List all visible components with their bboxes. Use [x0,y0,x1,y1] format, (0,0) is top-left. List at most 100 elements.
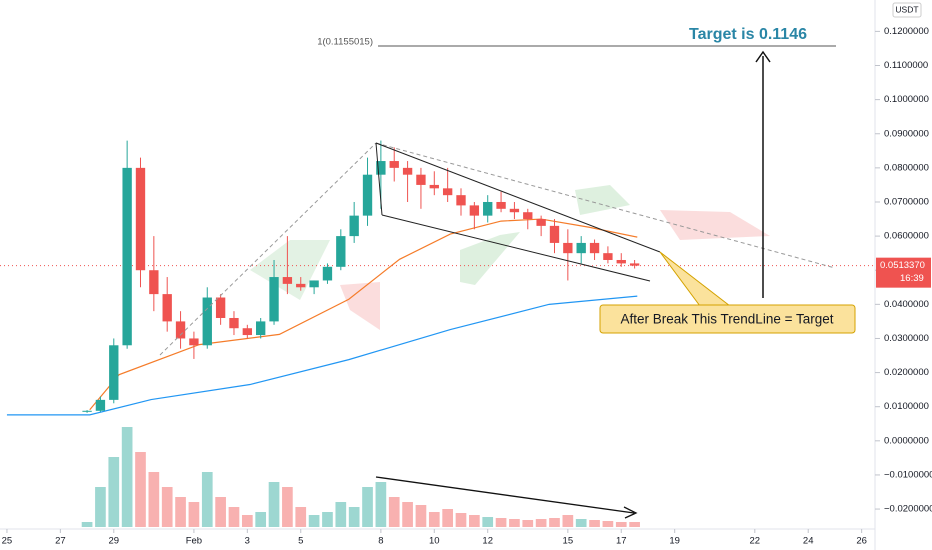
volume-bar [228,507,240,527]
y-tick-label: 0.1000000 [884,94,929,105]
volume-bar [148,472,160,527]
candle-body [149,270,159,295]
trend-line [159,142,377,356]
volume-bar [522,520,534,527]
candle-body [536,219,546,226]
volume-bar [241,515,253,527]
y-tick-label: 0.1100000 [884,60,928,71]
x-tick-label: 24 [803,536,814,547]
plot: 0.1200000 0.1100000 0.1000000 0.0900000 0.08… [0,26,932,547]
x-tick-label: 5 [298,536,303,547]
candle-body [402,167,413,175]
volume-bar [295,507,307,527]
candle-body [82,410,92,412]
candle-body [336,236,346,267]
cloud [660,210,770,240]
candle-body [189,338,199,346]
x-tick-label: 25 [2,536,13,547]
volume-bar [442,509,453,527]
volume-bar [589,520,600,527]
candle-body [242,328,253,336]
x-tick-label: 17 [616,536,627,547]
volume-bar [175,497,186,527]
candle-body [603,253,613,260]
volume-bar [455,513,467,527]
y-tick-label: −0.0100000 [884,469,932,480]
candle-body [456,195,466,206]
wedge-line [375,142,383,216]
x-tick-label: 3 [245,536,250,547]
ma-line [6,295,638,416]
volume-bar [188,502,200,527]
candle-body [309,280,319,288]
volume-bar [402,502,413,527]
x-tick-label: 10 [429,536,440,547]
candle-body [442,188,453,196]
volume-bar [615,522,627,527]
x-tick-label: 12 [482,536,493,547]
candle-body [376,161,386,175]
price-label: 0.0513370 [880,260,925,271]
ma-line [89,218,638,411]
wedge-line [381,214,651,282]
candle-body [576,242,586,254]
y-tick-label: 0.0000000 [884,435,929,446]
candle-body [563,242,573,254]
volume-bar [215,497,226,527]
volume-bar [255,512,267,527]
candle-body [135,167,146,271]
volume-bar [81,522,93,527]
volume-bar [535,519,547,527]
fib-label: 1(0.1155015) [317,37,373,48]
volume-bar [428,512,440,527]
wedge-line [375,142,661,253]
candle-body [175,321,186,339]
y-tick-label: 0.0800000 [884,162,929,173]
x-tick-label: 15 [563,536,574,547]
y-tick-label: 0.0100000 [884,401,929,412]
volume-bar [575,519,587,527]
volume-bar [282,487,293,527]
candle-body [122,167,132,346]
candle-body [469,205,480,216]
y-tick-label: 0.0400000 [884,299,929,310]
candle-body [95,399,106,411]
y-tick-label: 0.0900000 [884,128,929,139]
volume-bar [121,427,133,527]
x-tick-label: Feb [186,536,202,547]
candle-body [483,201,493,216]
volume-bar [388,497,400,527]
candle-body [229,317,239,329]
x-tick-label: 27 [55,536,66,547]
candle-body [523,212,533,220]
x-tick-label: 19 [669,536,680,547]
volume-bar [482,517,494,527]
volume-bar [495,518,507,527]
volume-bar [362,487,373,527]
x-tick-label: 29 [108,536,119,547]
y-tick-label: 0.0600000 [884,231,929,242]
arrow-head [623,506,638,519]
candle-body [416,174,426,185]
volume-bar [509,519,520,527]
candle-body [496,201,506,209]
candle-body [215,297,226,318]
volume-bar [335,502,347,527]
trend-line [375,142,836,269]
x-tick-label: 26 [856,536,867,547]
candle-body [256,321,266,336]
volume-bar [469,515,480,527]
volume-bar [602,521,614,527]
volume-bar [629,522,640,527]
candle-body [429,184,439,189]
volume-bar [161,487,173,527]
x-tick-label: 8 [378,536,383,547]
volume-bar [201,472,213,527]
volume-bar [135,452,146,527]
y-tick-label: −0.0200000 [884,504,932,515]
volume-bar [348,507,360,527]
volume-bar [375,482,387,527]
candle-body [549,225,560,243]
y-tick-label: 0.0300000 [884,333,929,344]
